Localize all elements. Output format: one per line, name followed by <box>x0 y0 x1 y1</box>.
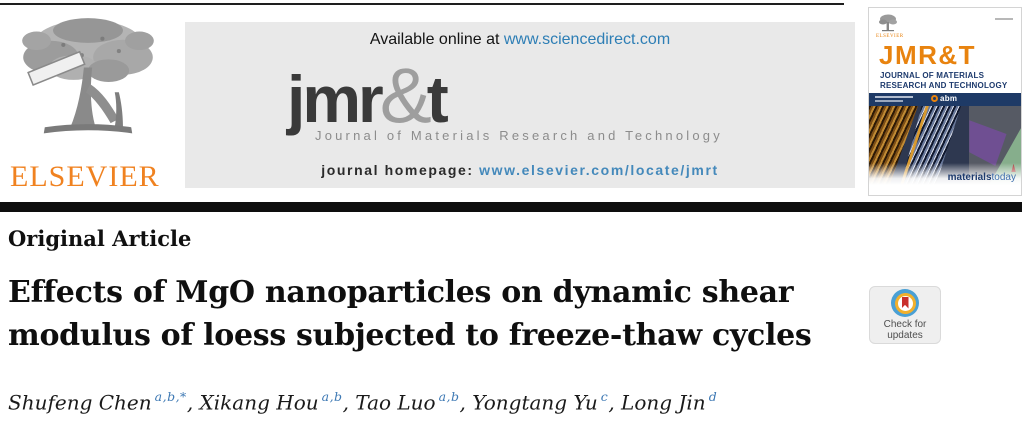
page-top-rule <box>0 3 844 5</box>
elsevier-tree-icon <box>22 18 154 134</box>
header-divider-rule <box>0 202 1022 212</box>
cover-band-text-mark <box>875 100 903 102</box>
author-name: Shufeng Chen <box>8 390 152 415</box>
abm-ring-icon <box>931 95 938 102</box>
article-title: Effects of MgO nanoparticles on dynamic … <box>8 271 868 357</box>
author-affiliation-sup[interactable]: a,b <box>438 389 460 404</box>
journal-homepage-line: journal homepage: www.elsevier.com/locat… <box>185 162 855 178</box>
materialstoday-light: today <box>991 172 1016 183</box>
abm-label: abm <box>940 94 958 103</box>
abm-logo: abm <box>931 94 957 103</box>
author-separator: , <box>608 390 622 415</box>
author-affiliation-sup[interactable]: a,b,* <box>154 389 187 404</box>
jmrt-logo: jmr&t <box>287 56 449 151</box>
jmrt-logo-t: t <box>426 62 449 136</box>
cover-journal-name-line1: JOURNAL OF MATERIALS <box>880 71 985 80</box>
journal-homepage-link[interactable]: www.elsevier.com/locate/jmrt <box>479 162 719 178</box>
cover-navy-band: abm <box>869 93 1021 106</box>
check-for-updates-label: Check for updates <box>883 319 927 341</box>
elsevier-logo[interactable]: ELSEVIER <box>8 12 178 197</box>
crossmark-icon <box>891 289 919 317</box>
cover-journal-abbrev: JMR&T <box>879 40 977 70</box>
bookmark-icon <box>901 296 909 309</box>
author-name: Yongtang Yu <box>472 390 598 415</box>
author-separator: , <box>186 390 200 415</box>
jmrt-logo-jmr: jmr <box>287 62 384 136</box>
author-name: Long Jin <box>621 390 706 415</box>
materialstoday-bold: materials <box>947 172 992 183</box>
author-separator: , <box>342 390 356 415</box>
author-separator: , <box>459 390 473 415</box>
author-affiliation-sup[interactable]: d <box>708 389 718 404</box>
jmrt-logo-amp: & <box>379 51 432 139</box>
elsevier-wordmark: ELSEVIER <box>10 160 160 193</box>
journal-cover-thumbnail[interactable]: ELSEVIER JMR&T JOURNAL OF MATERIALS RESE… <box>868 7 1022 196</box>
author-name: Xikang Hou <box>199 390 319 415</box>
article-title-line1: Effects of MgO nanoparticles on dynamic … <box>8 275 794 310</box>
cover-artwork-fade <box>869 163 1021 185</box>
cover-band-text-mark <box>875 96 913 98</box>
cover-artwork: materialstoday <box>869 106 1021 185</box>
cover-elsevier-tree-icon <box>879 14 897 32</box>
cover-elsevier-label: ELSEVIER <box>876 34 904 39</box>
homepage-prefix: journal homepage: <box>321 162 480 178</box>
available-online-text: Available online at <box>369 31 504 48</box>
check-for-updates-badge[interactable]: Check for updates <box>869 286 941 344</box>
cover-journal-name-line2: RESEARCH AND TECHNOLOGY <box>880 81 1008 91</box>
available-online-line: Available online at www.sciencedirect.co… <box>185 31 855 49</box>
cover-journal-name: JOURNAL OF MATERIALS RESEARCH AND TECHNO… <box>880 71 1007 92</box>
article-title-line2: modulus of loess subjected to freeze-tha… <box>8 318 812 353</box>
author-affiliation-sup[interactable]: a,b <box>321 389 343 404</box>
journal-tagline: Journal of Materials Research and Techno… <box>315 128 723 143</box>
author-list: Shufeng Chen a,b,*, Xikang Hou a,b, Tao Lu… <box>8 389 1008 415</box>
cover-issn-mark <box>995 18 1013 20</box>
sciencedirect-link[interactable]: www.sciencedirect.com <box>503 31 671 48</box>
author-affiliation-sup[interactable]: c <box>600 389 609 404</box>
materialstoday-logo: materialstoday <box>948 172 1016 183</box>
journal-banner: Available online at www.sciencedirect.co… <box>185 22 855 188</box>
article-type-label: Original Article <box>8 226 192 251</box>
author-name: Tao Luo <box>355 390 436 415</box>
